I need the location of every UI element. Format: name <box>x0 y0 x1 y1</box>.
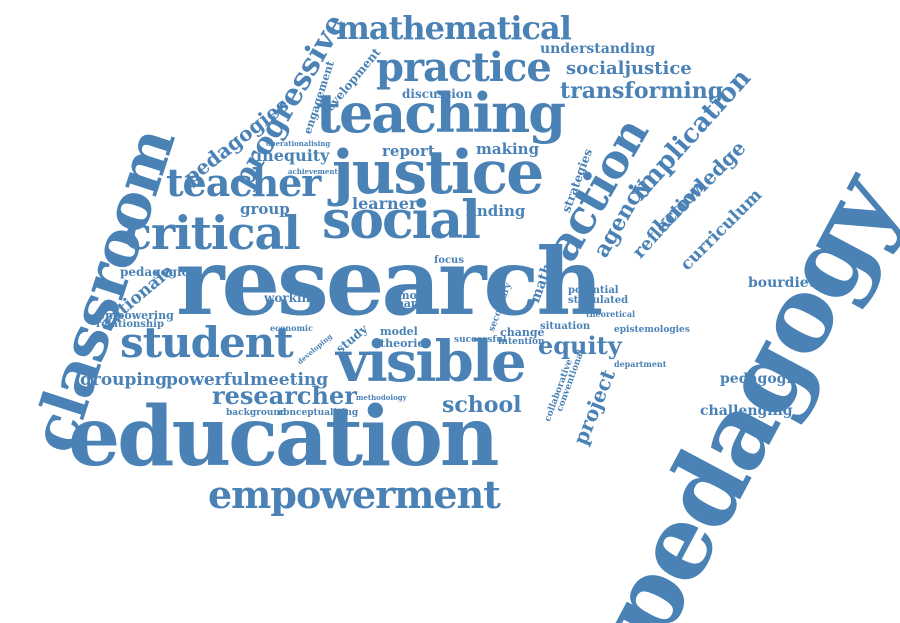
word-successful: successful <box>454 335 507 345</box>
word-report: report <box>382 142 435 160</box>
word-socialjustice: socialjustice <box>566 58 692 79</box>
word-pedagogic: pedagogic <box>720 371 801 387</box>
word-stimulated: stimulated <box>568 295 629 306</box>
word-working: working <box>264 291 319 305</box>
word-potential: potential <box>568 285 619 296</box>
word-grouping: grouping <box>80 370 168 390</box>
word-bourdieu: bourdieu <box>748 275 819 291</box>
word-focus: focus <box>434 255 464 266</box>
word-paper: paper <box>396 297 432 310</box>
word-developing: developing <box>295 331 334 367</box>
word-theoretical: theoretical <box>586 309 636 319</box>
word-student: student <box>120 318 294 367</box>
word-background: background <box>226 408 287 418</box>
word-empowerment: empowerment <box>208 472 501 517</box>
word-challenging: challenging <box>700 403 793 419</box>
word-critical: critical <box>124 206 301 260</box>
word-operationalising: operationalising <box>266 139 331 148</box>
word-intention: intention <box>498 337 545 347</box>
word-justice: justice <box>332 138 544 208</box>
word-finding: finding <box>466 202 526 220</box>
word-making: making <box>476 140 540 158</box>
word-pedagogical: pedagogical <box>120 265 202 279</box>
word-visible: visible <box>336 329 527 395</box>
word-practice: practice <box>376 44 552 91</box>
word-mathematical: mathematical <box>336 9 572 47</box>
word-inequity: inequity <box>256 146 330 165</box>
word-equity: equity <box>538 331 622 360</box>
word-learner: learner <box>352 194 418 213</box>
word-teaching: teaching <box>316 81 566 145</box>
word-social: social <box>322 190 481 251</box>
word-model: model <box>380 325 418 338</box>
word-empowering: empowering <box>98 309 174 322</box>
word-epistemologies: epistemologies <box>614 325 690 335</box>
word-conceptualising: conceptualising <box>278 408 359 418</box>
word-more: more <box>398 289 430 302</box>
word-theories: theories <box>380 337 431 350</box>
word-researcher: researcher <box>212 381 357 410</box>
word-research: research <box>176 228 603 336</box>
word-group: group <box>240 200 290 218</box>
word-project: project <box>568 365 621 449</box>
word-pedagogy: pedagogy <box>577 156 900 623</box>
word-achievement: achievement <box>288 167 338 176</box>
word-methodology: methodology <box>356 393 407 402</box>
word-teacher: teacher <box>166 160 321 205</box>
word-meeting: meeting <box>250 370 329 390</box>
word-relationship: relationship <box>96 319 164 330</box>
word-department: department <box>614 359 667 369</box>
word-change: change <box>500 326 545 339</box>
word-discussion: discussion <box>402 87 473 101</box>
word-powerful: powerful <box>166 370 250 390</box>
word-transforming: transforming <box>560 78 724 104</box>
word-school: school <box>442 392 522 418</box>
word-understanding: understanding <box>540 41 656 57</box>
word-situation: situation <box>540 321 591 332</box>
word-education: education <box>68 389 500 485</box>
word-economic: economic <box>270 323 313 333</box>
